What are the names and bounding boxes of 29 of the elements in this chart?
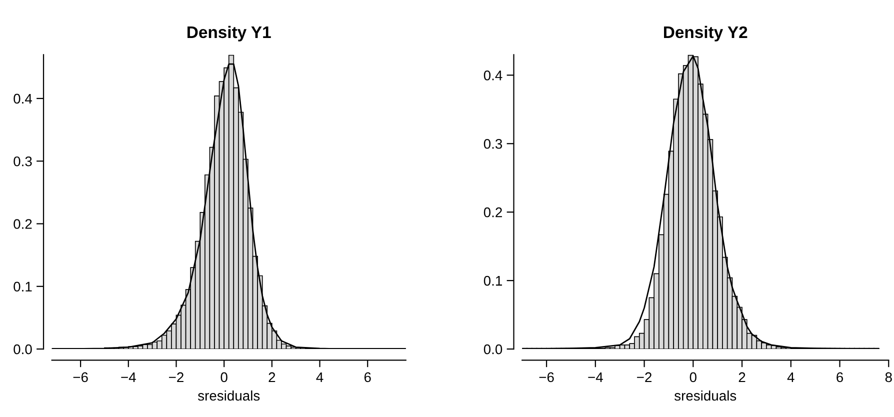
y-tick-label: 0.4	[484, 70, 502, 80]
y-tick-label: 0.2	[14, 219, 32, 229]
y-tick-label: 0.1	[484, 276, 502, 286]
x-tick-label: −6	[73, 372, 88, 382]
x-tick-label: 4	[316, 372, 324, 382]
y-tick-label: 0.4	[14, 94, 32, 104]
y-tick-label: 0.3	[14, 156, 32, 166]
x-tick-label: 6	[836, 372, 844, 382]
x-tick-label: 2	[268, 372, 276, 382]
chart-title: Density Y1	[188, 26, 271, 42]
y-tick-label: 0.3	[484, 138, 502, 149]
x-tick-label: −2	[637, 372, 652, 382]
x-tick-label: 0	[220, 372, 228, 382]
x-tick-label: 8	[885, 372, 892, 382]
x-tick-label: 2	[738, 372, 746, 382]
y-tick-label: 0.1	[14, 282, 32, 292]
chart-title: Density Y2	[664, 26, 748, 42]
y-tick-label: 0.2	[484, 207, 502, 218]
x-tick-label: 6	[364, 372, 371, 382]
x-axis-title: sresiduals	[198, 390, 260, 401]
x-tick-label: 4	[787, 372, 794, 382]
x-tick-label: 0	[690, 372, 696, 382]
x-tick-label: −6	[539, 372, 554, 382]
x-axis-title: sresiduals	[674, 390, 736, 401]
x-tick-label: −4	[588, 372, 603, 382]
y-tick-label: 0.0	[14, 344, 32, 354]
y-tick-label: 0.0	[484, 344, 502, 354]
x-tick-label: −4	[121, 372, 136, 382]
x-tick-label: −2	[169, 372, 184, 382]
